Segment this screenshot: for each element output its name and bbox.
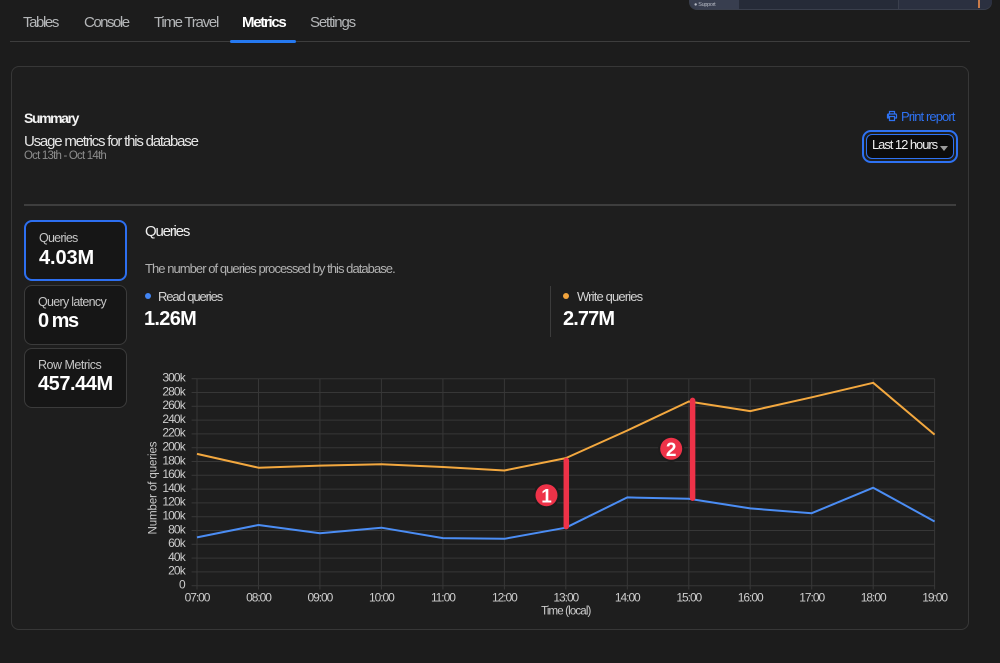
- svg-text:19:00: 19:00: [922, 590, 948, 604]
- svg-text:100k: 100k: [162, 509, 186, 523]
- svg-text:240k: 240k: [162, 412, 186, 426]
- svg-text:80k: 80k: [168, 522, 187, 536]
- svg-text:14:00: 14:00: [615, 590, 641, 604]
- svg-text:13:00: 13:00: [553, 590, 579, 604]
- svg-text:1: 1: [541, 487, 552, 508]
- svg-text:300k: 300k: [162, 371, 186, 385]
- svg-text:280k: 280k: [162, 384, 186, 398]
- svg-text:260k: 260k: [162, 398, 186, 412]
- svg-text:16:00: 16:00: [738, 590, 764, 604]
- svg-text:2: 2: [666, 440, 677, 461]
- svg-text:07:00: 07:00: [185, 590, 211, 604]
- svg-text:40k: 40k: [168, 550, 187, 564]
- svg-text:Number of queries: Number of queries: [148, 441, 160, 534]
- svg-text:17:00: 17:00: [799, 590, 825, 604]
- svg-text:160k: 160k: [162, 467, 186, 481]
- svg-text:20k: 20k: [168, 564, 187, 578]
- svg-text:120k: 120k: [162, 495, 186, 509]
- svg-text:18:00: 18:00: [861, 590, 887, 604]
- svg-text:08:00: 08:00: [246, 590, 272, 604]
- svg-text:220k: 220k: [162, 426, 186, 440]
- svg-text:Time (local): Time (local): [541, 606, 591, 618]
- svg-text:11:00: 11:00: [431, 590, 456, 604]
- svg-text:60k: 60k: [168, 536, 187, 550]
- svg-text:09:00: 09:00: [308, 590, 334, 604]
- svg-text:10:00: 10:00: [369, 590, 395, 604]
- svg-text:200k: 200k: [162, 440, 186, 454]
- svg-text:12:00: 12:00: [492, 590, 518, 604]
- svg-text:0: 0: [179, 578, 186, 592]
- svg-text:140k: 140k: [162, 481, 186, 495]
- svg-text:180k: 180k: [162, 453, 186, 467]
- svg-text:15:00: 15:00: [676, 590, 702, 604]
